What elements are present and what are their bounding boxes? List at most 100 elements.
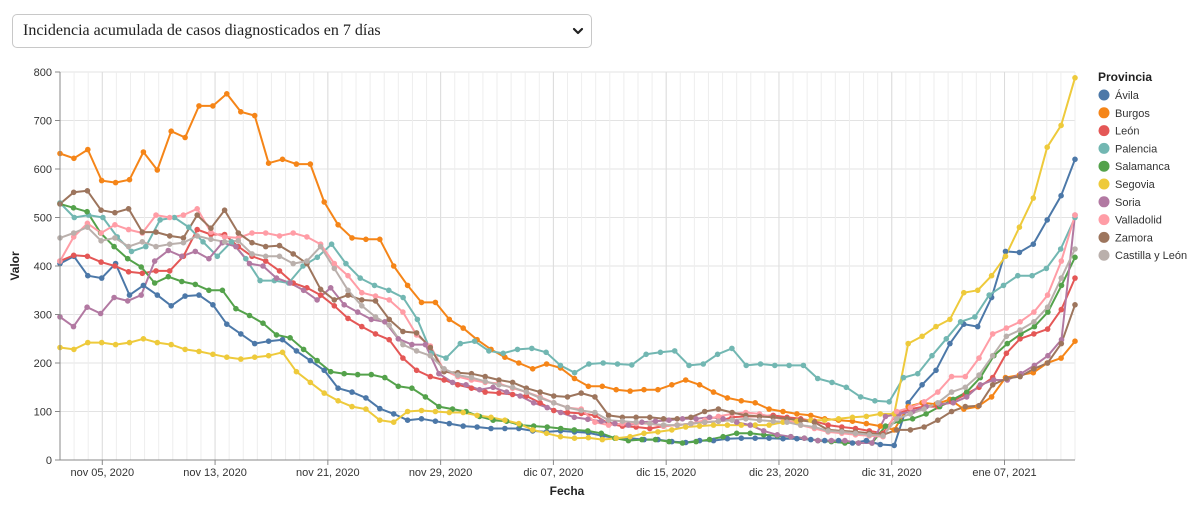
data-point [210,103,216,109]
y-tick-label: 600 [34,164,52,176]
data-point [386,316,393,323]
data-point [404,417,411,424]
data-point [124,255,131,262]
data-point [811,424,818,430]
data-point [921,424,927,430]
data-point [696,423,703,429]
data-point [349,389,355,395]
data-point [724,435,731,442]
data-point [835,437,842,444]
data-point [780,435,786,442]
data-point [321,390,328,396]
data-point [112,179,119,186]
data-point [1044,217,1050,223]
data-point [1072,338,1078,345]
data-point [869,440,875,446]
chart-axes: 0 100 200 300 400 500 600 700 800 nov 05, 2020 nov… [34,67,1075,479]
data-point [314,297,320,303]
data-point [905,340,911,347]
legend-label: Segovia [1115,179,1156,191]
data-point [647,420,653,427]
data-point [228,239,235,245]
indicator-select[interactable]: Incidencia acumulada de casos diagnostic… [12,14,592,48]
data-point [943,336,950,342]
data-point [529,366,536,372]
data-point [947,340,953,347]
data-point [821,437,828,444]
data-point [345,272,351,279]
data-point [180,235,187,241]
data-point [1015,272,1021,279]
data-point [714,351,721,358]
data-point [666,438,672,445]
data-point [523,385,530,392]
data-point [276,253,283,260]
data-point [1044,326,1051,332]
data-point [743,362,749,369]
data-point [488,425,494,432]
data-point [599,436,606,443]
data-point [243,255,249,262]
data-point [710,389,717,395]
data-point [849,418,856,425]
data-point [418,299,425,306]
data-point [251,354,258,361]
data-point [70,189,77,196]
data-point [71,346,77,353]
data-point [112,263,118,269]
data-point [509,379,516,386]
data-point [724,422,731,428]
data-point [935,389,941,395]
x-tick-label: nov 29, 2020 [409,467,473,479]
legend-label: Valladolid [1115,215,1162,227]
data-point [592,419,598,426]
data-point [71,214,78,221]
data-point [153,229,159,235]
data-point [180,212,187,218]
data-point [363,406,369,412]
data-point [592,394,598,400]
legend-swatch [1098,89,1110,101]
data-point [1003,325,1010,331]
data-point [907,404,914,411]
data-point [307,379,314,386]
data-point [757,361,764,367]
data-point [97,310,104,317]
data-point [564,394,571,400]
data-point [893,416,900,422]
data-point [327,368,334,375]
data-point [371,282,378,289]
data-point [613,435,619,442]
data-point [720,416,726,422]
data-point [517,393,523,399]
data-point [976,402,982,409]
x-tick-label: nov 21, 2020 [296,467,360,479]
data-point [345,292,351,298]
data-point [246,260,253,267]
data-point [165,247,172,254]
data-point [1072,254,1078,261]
data-point [1017,373,1023,380]
data-point [627,433,633,440]
data-point [151,258,158,264]
data-point [643,351,649,358]
data-point [377,236,383,243]
data-point [468,385,475,392]
data-point [432,418,439,425]
data-point [947,316,953,323]
data-point [743,416,749,422]
data-point [863,413,870,420]
data-point [208,225,214,231]
data-point [598,430,605,437]
data-point [1072,275,1078,281]
data-point [1044,144,1050,150]
data-point [914,370,921,377]
legend-swatch [1098,214,1110,226]
data-point [950,400,956,406]
data-point [619,414,626,421]
data-point [543,430,550,437]
data-point [530,400,537,406]
data-point [194,226,200,233]
data-point [752,435,758,442]
data-point [251,340,258,347]
